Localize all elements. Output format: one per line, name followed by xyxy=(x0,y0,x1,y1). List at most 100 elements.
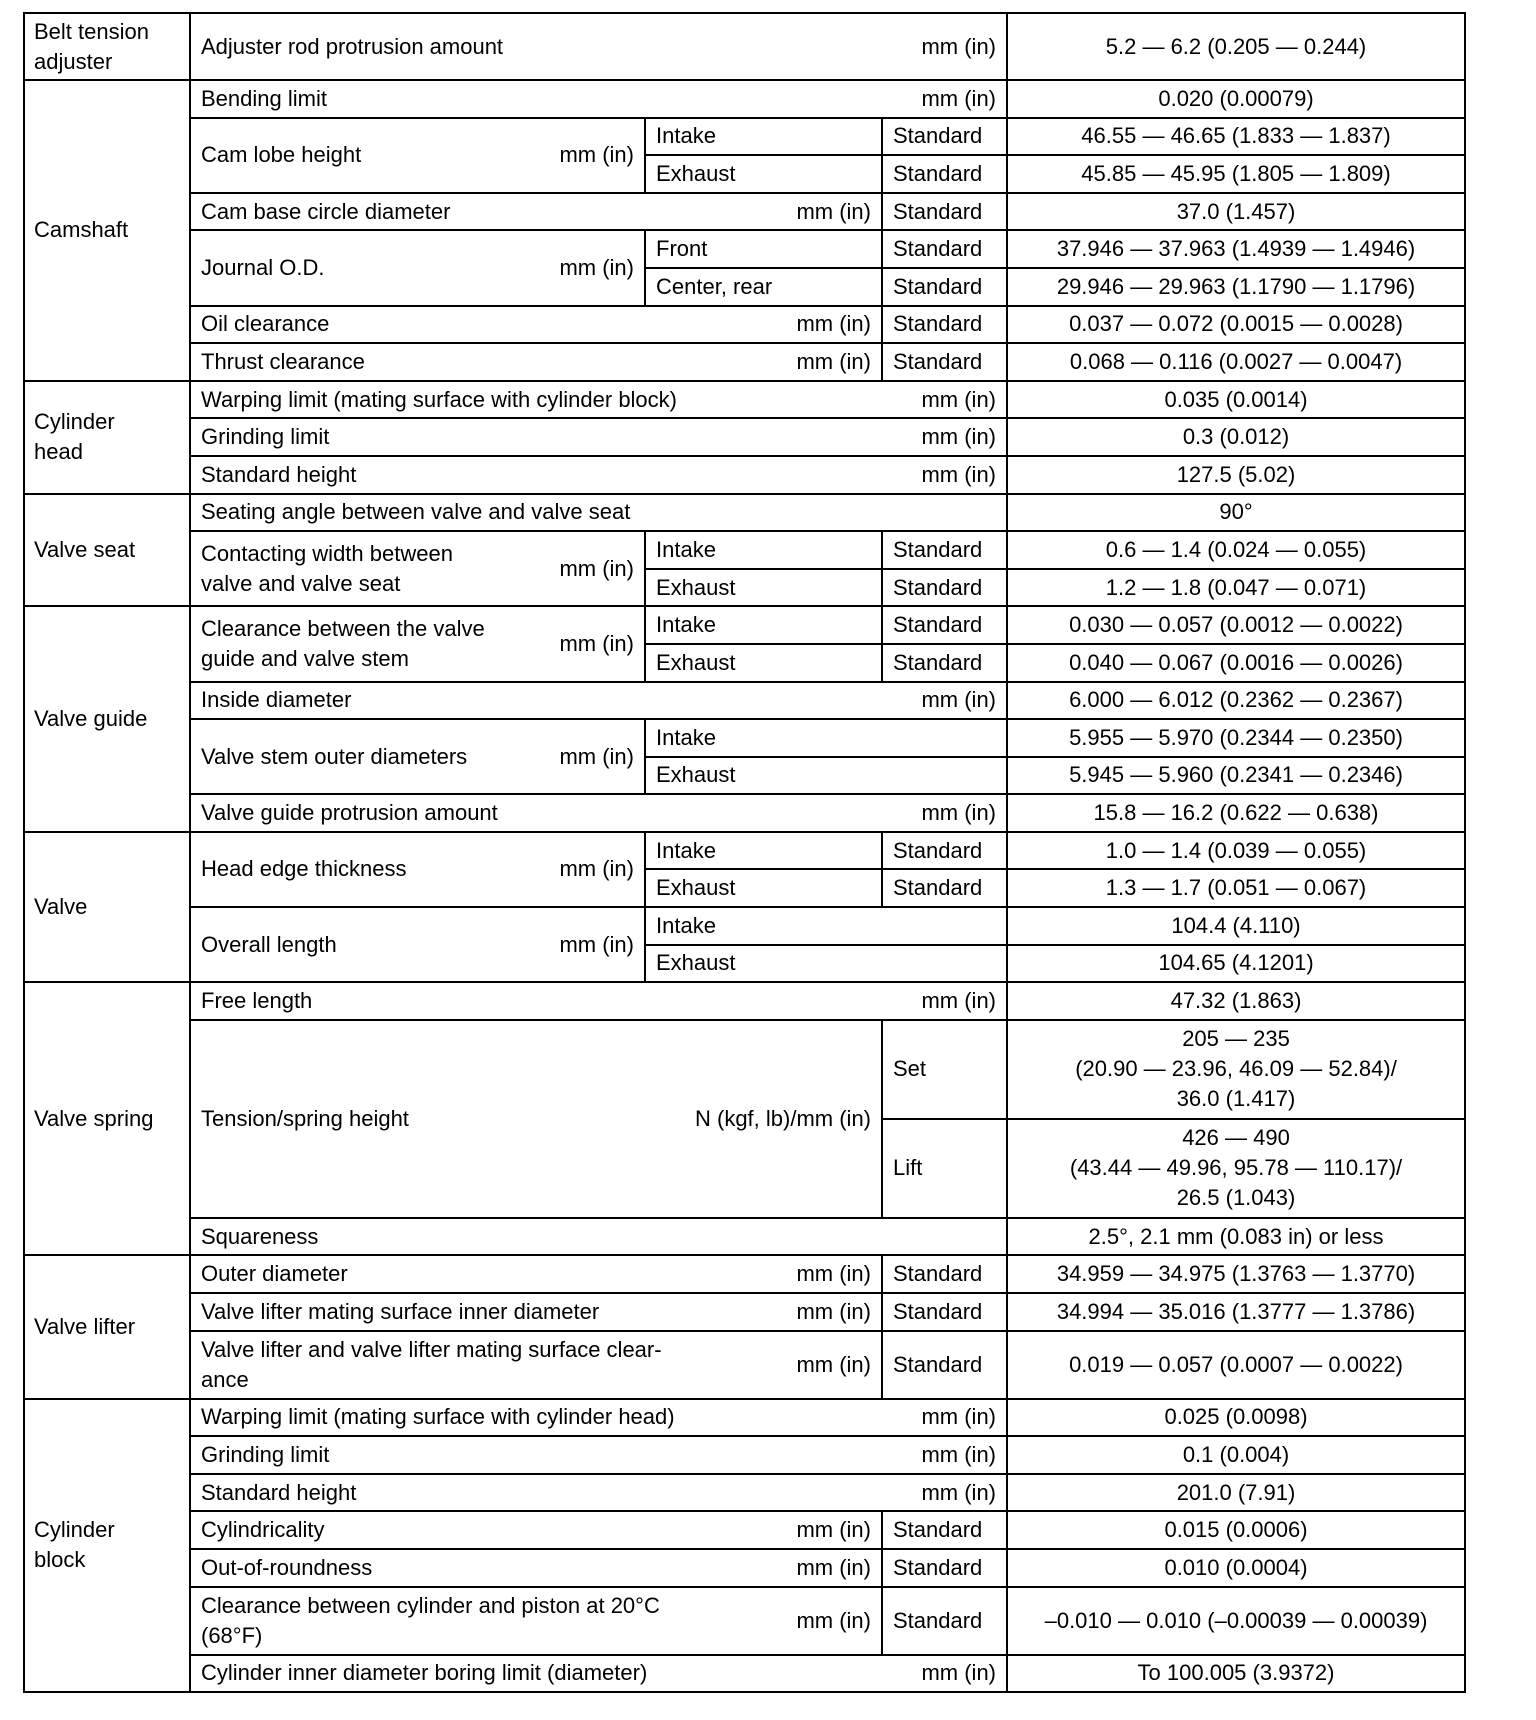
item-label: Overall length xyxy=(201,931,337,957)
value-cell: –0.010 — 0.010 (–0.00039 — 0.00039) xyxy=(1006,1585,1467,1656)
value-cell: 5.955 — 5.970 (0.2344 — 0.2350) xyxy=(1006,718,1467,758)
table-row: Exhaust 104.65 (4.1201) xyxy=(24,943,1467,984)
item-cell: Out-of-roundness mm (in) xyxy=(189,1548,883,1588)
condition-cell: Standard xyxy=(880,868,1009,909)
item-cell: Tension/spring height N (kgf, lb)/mm (in) xyxy=(189,1018,883,1219)
item-cell: Cylindricality mm (in) xyxy=(189,1510,883,1550)
condition-cell: Standard xyxy=(880,1292,1009,1332)
condition-cell: Standard xyxy=(880,1548,1009,1588)
condition-cell: Standard xyxy=(880,342,1009,382)
item-cell: Cam lobe height mm (in) xyxy=(189,116,646,194)
table-row: Overall length mm (in) Intake 104.4 (4.110) xyxy=(24,906,1467,984)
unit-label: mm (in) xyxy=(921,1660,997,1686)
unit-label: mm (in) xyxy=(559,254,634,280)
condition-cell: Standard xyxy=(880,1510,1009,1550)
table-row: Valve seat Seating angle between valve an… xyxy=(23,492,1467,608)
item-cell: Valve stem outer diameters mm (in) xyxy=(189,718,646,796)
subitem-cell: Exhaust xyxy=(644,868,883,909)
table-row: Cylinder block Warping limit (mating surf… xyxy=(23,1397,1467,1694)
subitem-cell: Exhaust xyxy=(643,943,1009,984)
category-cell: Cylinder head xyxy=(23,379,191,495)
value-cell: 205 — 235 (20.90 — 23.96, 46.09 — 52.84)… xyxy=(1006,1018,1467,1120)
condition-cell: Lift xyxy=(880,1117,1009,1219)
table-row: Valve stem outer diameters mm (in) Intake 5… xyxy=(24,718,1467,796)
table-row: Exhaust Standard 45.85 — 45.95 (1.805 — 1.… xyxy=(24,154,1467,194)
category-cell: Valve seat xyxy=(23,492,191,608)
unit-label: mm (in) xyxy=(921,988,997,1014)
item-cell: Standard height mm (in) xyxy=(188,454,1009,495)
category-cell: Valve guide xyxy=(23,605,191,833)
subitem-cell: Front xyxy=(644,229,883,269)
table-row: Grinding limit mm (in) 0.3 (0.012) xyxy=(24,417,1467,457)
subitem-cell: Intake xyxy=(644,830,883,871)
condition-cell: Set xyxy=(880,1018,1009,1120)
value-cell: 1.3 — 1.7 (0.051 — 0.067) xyxy=(1006,868,1467,909)
unit-label: mm (in) xyxy=(796,1261,871,1287)
unit-label: mm (in) xyxy=(559,856,634,882)
value-cell: 0.015 (0.0006) xyxy=(1006,1510,1467,1550)
unit-label: mm (in) xyxy=(921,800,997,826)
category-cell: Valve xyxy=(23,830,191,984)
item-cell: Squareness xyxy=(188,1216,1009,1257)
value-cell: 46.55 — 46.65 (1.833 — 1.837) xyxy=(1006,116,1467,157)
condition-cell: Standard xyxy=(880,642,1009,683)
condition-cell: Standard xyxy=(880,116,1009,157)
value-cell: 6.000 — 6.012 (0.2362 — 0.2367) xyxy=(1006,680,1467,721)
item-cell: Adjuster rod protrusion amount mm (in) xyxy=(188,12,1009,81)
value-cell: 90° xyxy=(1006,492,1467,533)
table-row: Exhaust Standard 0.040 — 0.067 (0.0016 — 0… xyxy=(24,642,1467,683)
item-label: Cam lobe height xyxy=(201,142,362,168)
item-cell: Cylinder inner diameter boring limit (di… xyxy=(188,1653,1009,1694)
item-label: Standard height xyxy=(201,461,357,487)
item-label: Valve stem outer diameters xyxy=(201,743,468,769)
unit-label: mm (in) xyxy=(796,311,871,337)
value-cell: 37.0 (1.457) xyxy=(1006,191,1467,232)
table-row: Valve lifter and valve lifter mating sur… xyxy=(24,1329,1467,1400)
category-cell: Camshaft xyxy=(23,79,191,382)
subitem-cell: Intake xyxy=(644,605,883,645)
unit-label: mm (in) xyxy=(921,1479,997,1505)
table-row: Cylinder inner diameter boring limit (di… xyxy=(24,1653,1467,1694)
item-cell: Valve lifter mating surface inner diamet… xyxy=(189,1292,883,1332)
unit-label: mm (in) xyxy=(921,687,997,713)
item-cell: Standard height mm (in) xyxy=(188,1472,1009,1513)
subitem-cell: Intake xyxy=(644,116,883,157)
value-cell: 37.946 — 37.963 (1.4939 — 1.4946) xyxy=(1006,229,1467,269)
item-cell: Inside diameter mm (in) xyxy=(188,680,1009,721)
table-row: Grinding limit mm (in) 0.1 (0.004) xyxy=(24,1435,1467,1475)
item-label: Valve lifter and valve lifter mating sur… xyxy=(201,1336,662,1392)
value-cell: 104.4 (4.110) xyxy=(1006,906,1467,946)
table-row: Cylinder head Warping limit (mating surfa… xyxy=(23,379,1467,495)
table-row: Valve Head edge thickness mm (in) Intake Sta… xyxy=(23,830,1467,984)
category-cell: Belt tension adjuster xyxy=(23,12,191,81)
table-row: Lift 426 — 490 (43.44 — 49.96, 95.78 — 11… xyxy=(24,1117,1467,1219)
unit-label: mm (in) xyxy=(559,630,634,656)
value-cell: 127.5 (5.02) xyxy=(1006,454,1467,495)
condition-cell: Standard xyxy=(880,605,1009,645)
table-row: Belt tension adjuster Adjuster rod protru… xyxy=(23,12,1467,81)
table-row: Standard height mm (in) 127.5 (5.02) xyxy=(24,454,1467,495)
item-label: Cylindricality xyxy=(201,1517,325,1543)
item-label: Warping limit (mating surface with cylin… xyxy=(201,386,677,412)
subitem-cell: Exhaust xyxy=(643,755,1009,796)
item-cell: Bending limit mm (in) xyxy=(188,79,1009,119)
unit-label: mm (in) xyxy=(796,1517,871,1543)
item-label: Free length xyxy=(201,988,313,1014)
category-cell: Valve spring xyxy=(23,981,191,1257)
category-cell: Cylinder block xyxy=(23,1397,191,1694)
table-row: Exhaust Standard 1.2 — 1.8 (0.047 — 0.071) xyxy=(24,567,1467,608)
item-label: Squareness xyxy=(201,1223,319,1249)
value-cell: 0.035 (0.0014) xyxy=(1006,379,1467,420)
value-cell: 0.068 — 0.116 (0.0027 — 0.0047) xyxy=(1006,342,1467,382)
unit-label: mm (in) xyxy=(921,461,997,487)
item-label: Contacting width between valve and valve… xyxy=(201,540,453,596)
value-cell: 1.2 — 1.8 (0.047 — 0.071) xyxy=(1006,567,1467,608)
table-row: Center, rear Standard 29.946 — 29.963 (1.1… xyxy=(24,266,1467,307)
unit-label: N (kgf, lb)/mm (in) xyxy=(695,1105,871,1131)
item-label: Seating angle between valve and valve se… xyxy=(201,499,631,525)
value-cell: 0.1 (0.004) xyxy=(1006,1435,1467,1475)
item-label: Valve lifter mating surface inner diamet… xyxy=(201,1298,600,1324)
item-cell: Grinding limit mm (in) xyxy=(188,1435,1009,1475)
condition-cell: Standard xyxy=(880,1585,1009,1656)
subitem-cell: Intake xyxy=(643,906,1009,946)
